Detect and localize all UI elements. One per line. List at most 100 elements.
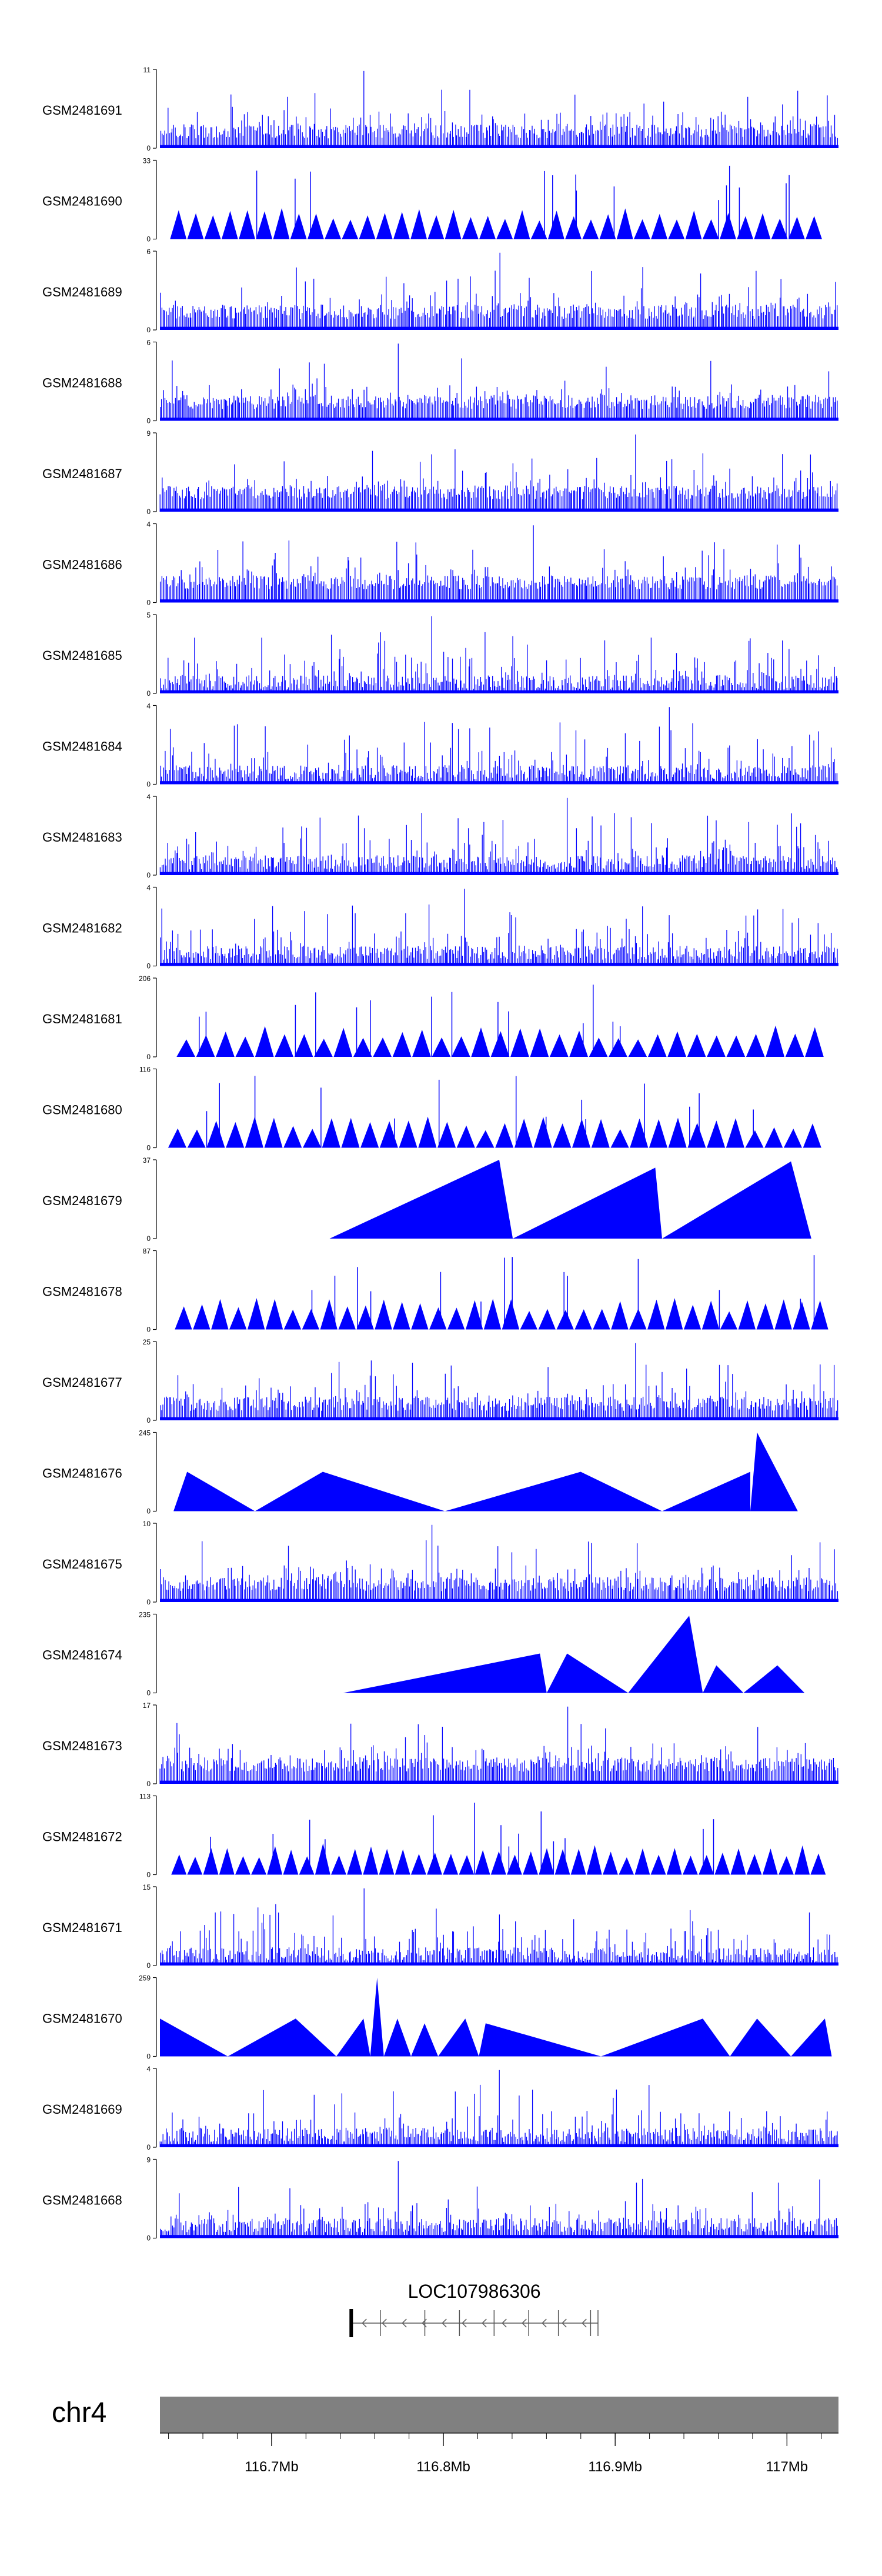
signal-bars [160,252,838,330]
track-label: GSM2481686 [42,558,122,572]
chromosome-bar [160,2397,838,2433]
track-GSM2481669: GSM2481669 4 0 [42,2065,838,2151]
y-min-label: 0 [146,417,151,425]
track-GSM2481685: GSM2481685 5 0 [42,611,838,698]
signal-baseline [160,1962,838,1966]
signal-baseline [160,2144,838,2147]
signal-baseline [160,326,838,330]
signal-bars [160,1524,838,1602]
y-min-label: 0 [146,871,151,879]
y-max-label: 15 [143,1883,151,1891]
y-max-label: 25 [143,1338,151,1346]
signal-triangles [176,1025,824,1057]
signal-triangles [171,1843,826,1875]
signal-bars [160,707,838,785]
y-max-label: 5 [146,611,151,619]
y-min-label: 0 [146,1780,151,1788]
signal-triangles [343,1616,805,1693]
signal-bars [160,71,838,148]
y-max-label: 4 [146,793,151,801]
signal-baseline [160,963,838,966]
y-max-label: 206 [139,975,151,983]
signal-bars [159,434,838,512]
track-label: GSM2481685 [42,648,122,663]
track-GSM2481678: GSM2481678 87 0 [42,1247,828,1334]
track-label: GSM2481675 [42,1557,122,1571]
track-GSM2481683: GSM2481683 4 0 [42,793,838,879]
signal-bars [160,889,838,966]
track-label: GSM2481674 [42,1648,122,1663]
x-axis: 116.7Mb 116.8Mb 116.9Mb 117Mb [160,2432,838,2475]
track-label: GSM2481689 [42,285,122,299]
track-label: GSM2481683 [42,830,122,845]
track-label: GSM2481670 [42,2011,122,2026]
signal-baseline [160,1780,838,1784]
y-max-label: 4 [146,520,151,529]
signal-bars [159,525,838,603]
signal-triangles [329,1160,811,1239]
gene-track: LOC107986306 [349,2281,599,2337]
signal-triangles [173,1432,798,1511]
y-max-label: 9 [146,2156,151,2164]
y-min-label: 0 [146,1416,151,1424]
signal-baseline [160,1599,838,1602]
y-max-label: 4 [146,702,151,710]
signal-bars [160,616,838,693]
x-axis-tick-label: 116.8Mb [416,2459,470,2475]
track-GSM2481691: GSM2481691 11 0 [42,66,838,152]
signal-bars [160,343,838,421]
track-label: GSM2481668 [42,2193,122,2208]
y-min-label: 0 [146,1326,151,1334]
signal-baseline [160,508,838,512]
track-GSM2481668: GSM2481668 9 0 [42,2156,838,2243]
signal-triangles [175,1298,828,1330]
y-min-label: 0 [146,780,151,789]
signal-spikes [210,1803,714,1875]
track-GSM2481689: GSM2481689 6 0 [42,248,838,334]
y-max-label: 259 [139,1974,151,1983]
signal-bars [160,1343,838,1420]
track-GSM2481677: GSM2481677 25 0 [42,1338,838,1424]
y-max-label: 37 [143,1156,151,1164]
y-min-label: 0 [146,1053,151,1061]
signal-triangles [168,1116,821,1148]
signal-triangles [170,208,822,239]
y-max-label: 116 [139,1066,151,1074]
gene-strand-arrows [362,2318,587,2328]
x-axis-tick-label: 117Mb [766,2459,808,2475]
y-max-label: 87 [143,1247,151,1256]
track-label: GSM2481680 [42,1103,122,1117]
y-min-label: 0 [146,1871,151,1879]
chromosome-label: chr4 [52,2397,106,2428]
signal-bars [160,1888,838,1966]
signal-spikes [311,1255,815,1330]
x-axis-tick-label: 116.9Mb [588,2459,642,2475]
y-max-label: 10 [143,1520,151,1528]
track-GSM2481690: GSM2481690 33 0 [42,157,822,243]
signal-baseline [160,781,838,785]
track-GSM2481670: GSM2481670 259 0 [42,1974,832,2061]
track-label: GSM2481676 [42,1466,122,1481]
y-min-label: 0 [146,1598,151,1606]
track-GSM2481681: GSM2481681 206 0 [42,975,824,1061]
track-GSM2481680: GSM2481680 116 0 [42,1066,821,1152]
track-GSM2481687: GSM2481687 9 0 [42,429,838,516]
track-label: GSM2481672 [42,1830,122,1844]
track-label: GSM2481687 [42,466,122,481]
y-min-label: 0 [146,689,151,698]
y-max-label: 245 [139,1429,151,1437]
signal-bars [159,798,838,875]
gene-exon [349,2309,353,2337]
signal-baseline [160,599,838,603]
signal-triangles [160,1977,832,2057]
track-GSM2481672: GSM2481672 113 0 [42,1793,826,1879]
y-max-label: 9 [146,429,151,438]
y-max-label: 33 [143,157,151,165]
y-max-label: 4 [146,884,151,892]
signal-spikes [199,985,621,1057]
signal-baseline [160,145,838,148]
signal-baseline [160,418,838,421]
chromosome-ideogram: chr4 [52,2397,838,2433]
y-max-label: 11 [143,66,151,74]
